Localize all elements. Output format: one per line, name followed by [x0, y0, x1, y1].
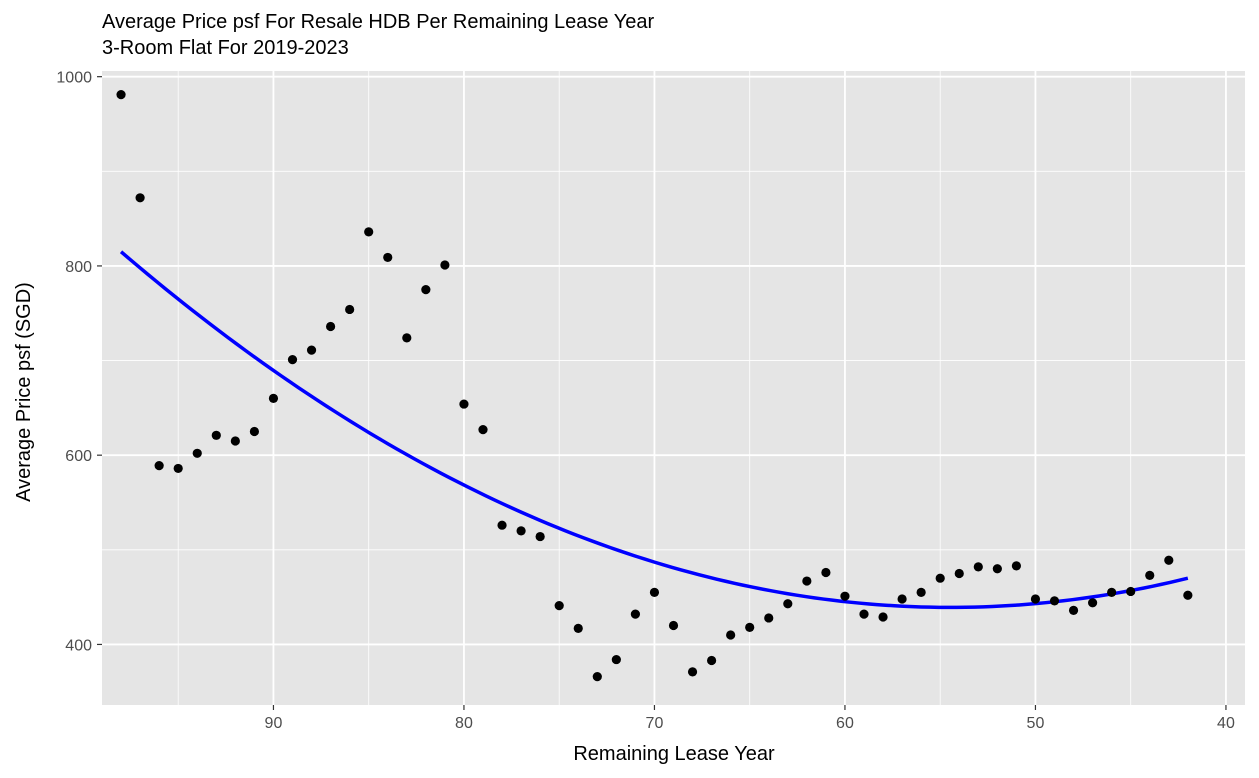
data-point: [840, 591, 850, 601]
data-point: [135, 193, 145, 203]
data-point: [707, 655, 717, 666]
data-point: [230, 436, 240, 446]
data-point: [345, 304, 355, 315]
y-tick-label: 1000: [56, 70, 92, 87]
data-point: [935, 573, 945, 583]
data-point: [745, 622, 755, 633]
data-point: [402, 333, 412, 343]
data-point: [421, 284, 431, 295]
trend-line: [119, 250, 1189, 610]
data-point: [992, 564, 1002, 574]
data-point: [306, 345, 317, 355]
data-point: [687, 667, 698, 677]
y-tick-label: 600: [65, 448, 92, 465]
data-point: [611, 654, 621, 665]
data-point: [326, 321, 336, 332]
chart-title: Average Price psf For Resale HDB Per Rem…: [102, 11, 654, 33]
data-point: [878, 612, 888, 622]
data-point: [516, 526, 526, 536]
data-point: [764, 613, 774, 623]
data-point: [897, 594, 907, 604]
data-point: [497, 520, 507, 530]
y-axis-title: Average Price psf (SGD): [13, 282, 35, 502]
data-point: [364, 227, 374, 237]
data-point: [783, 599, 793, 609]
data-point: [459, 399, 469, 409]
x-tick-label: 60: [836, 715, 854, 732]
x-tick-label: 40: [1217, 715, 1235, 732]
data-point: [973, 562, 983, 572]
data-point: [954, 568, 964, 579]
data-point: [554, 601, 564, 611]
data-point: [668, 620, 679, 631]
data-point: [649, 587, 660, 597]
data-point: [1145, 570, 1155, 580]
x-axis-title: Remaining Lease Year: [573, 743, 775, 765]
data-point: [1126, 586, 1136, 597]
y-axis: 400 600 800 1000: [56, 70, 102, 654]
y-tick-label: 400: [65, 637, 92, 654]
data-point: [440, 260, 450, 270]
data-point: [173, 463, 183, 474]
data-point: [1049, 596, 1060, 606]
x-tick-label: 50: [1027, 715, 1045, 732]
data-point: [116, 90, 126, 100]
x-axis: 90 80 70 60 50 40: [265, 705, 1235, 732]
data-point: [1164, 555, 1174, 565]
data-point: [726, 630, 736, 640]
data-point: [249, 426, 259, 437]
data-point: [821, 567, 831, 578]
major-gridlines: [102, 71, 1245, 705]
data-point: [1068, 605, 1079, 615]
data-point: [211, 430, 221, 440]
data-point: [592, 672, 602, 682]
y-tick-label: 800: [65, 259, 92, 276]
x-tick-label: 80: [455, 715, 473, 732]
data-point: [573, 623, 583, 633]
data-point: [1030, 594, 1041, 604]
data-point: [287, 355, 298, 365]
data-point: [1183, 590, 1193, 600]
x-tick-label: 90: [265, 715, 283, 732]
data-point: [154, 460, 164, 471]
data-point: [1107, 587, 1117, 597]
data-point: [630, 609, 641, 619]
data-point: [192, 448, 202, 458]
data-point: [1011, 561, 1022, 571]
data-point: [916, 587, 926, 597]
data-point: [1088, 598, 1098, 608]
data-point: [802, 576, 812, 586]
data-point: [478, 425, 488, 435]
trend-layer: [119, 250, 1189, 610]
data-point: [268, 393, 279, 404]
data-point: [383, 252, 393, 263]
data-point: [535, 531, 545, 542]
chart-subtitle: 3-Room Flat For 2019-2023: [102, 37, 349, 59]
x-tick-label: 70: [646, 715, 664, 732]
points-layer: [116, 90, 1193, 682]
data-point: [859, 609, 869, 619]
